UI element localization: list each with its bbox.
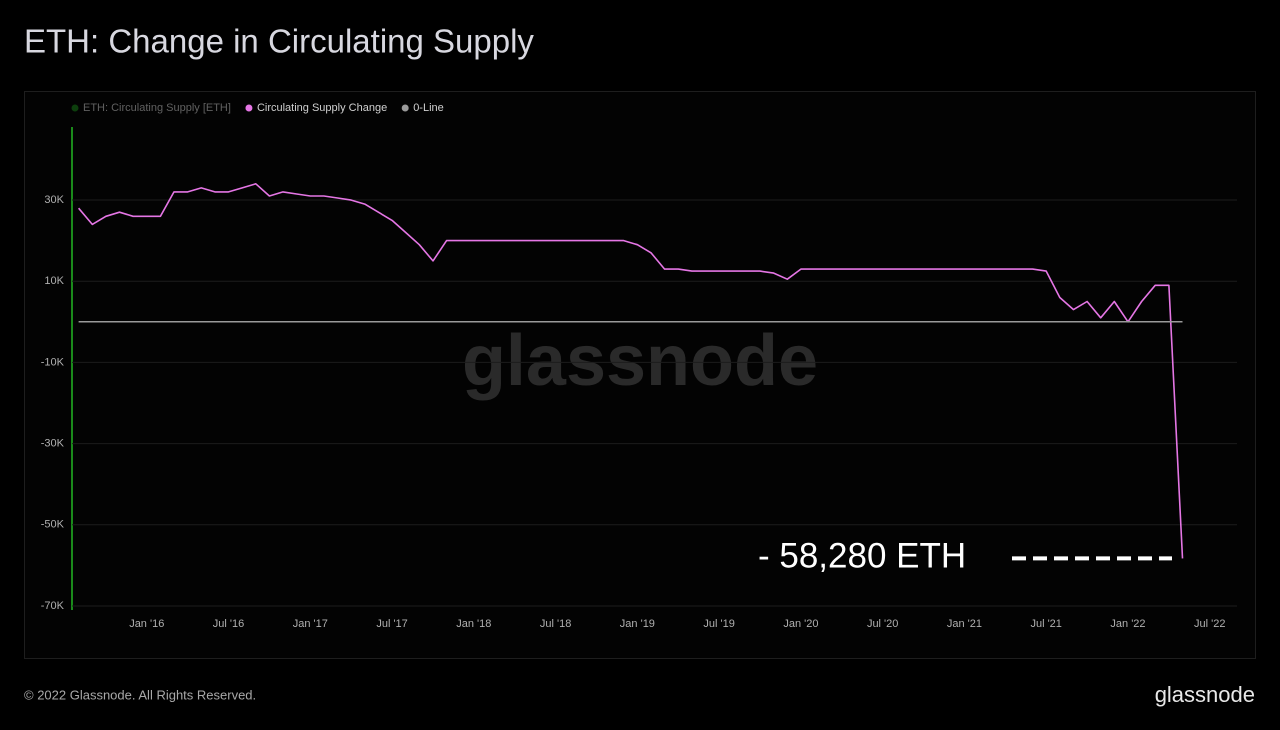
legend-label: Circulating Supply Change	[257, 102, 387, 114]
x-tick-label: Jan '22	[1110, 618, 1145, 630]
x-tick-label: Jul '20	[867, 618, 898, 630]
x-tick-label: Jan '17	[293, 618, 328, 630]
chart-frame	[24, 91, 1256, 659]
y-tick-label: 30K	[44, 194, 64, 206]
grid: -70K -50K -30K -10K 10K 30K Jan '16 Jul '16 Jan …	[41, 194, 1237, 630]
x-tick-label: Jan '18	[456, 618, 491, 630]
x-tick-label: Jan '16	[129, 618, 164, 630]
y-tick-label: -70K	[41, 600, 65, 612]
y-tick-label: -10K	[41, 356, 65, 368]
x-tick-label: Jul '19	[703, 618, 734, 630]
x-tick-label: Jul '21	[1030, 618, 1061, 630]
x-tick-label: Jul '18	[540, 618, 571, 630]
annotation: - 58,280 ETH	[758, 537, 966, 576]
x-tick-label: Jan '21	[947, 618, 982, 630]
x-tick-label: Jan '19	[620, 618, 655, 630]
chart-title: ETH: Change in Circulating Supply	[24, 23, 534, 60]
legend-label: 0-Line	[413, 102, 444, 114]
x-tick-label: Jul '22	[1194, 618, 1225, 630]
legend-label: ETH: Circulating Supply [ETH]	[83, 102, 231, 114]
footer: © 2022 Glassnode. All Rights Reserved.	[24, 687, 256, 702]
legend-marker	[401, 104, 409, 112]
legend-marker	[245, 104, 253, 112]
x-tick-label: Jul '16	[213, 618, 244, 630]
x-tick-label: Jan '20	[783, 618, 818, 630]
series-line	[77, 183, 1184, 559]
watermark: glassnode	[462, 321, 818, 401]
y-tick-label: -30K	[41, 437, 65, 449]
y-tick-label: 10K	[44, 275, 64, 287]
x-tick-label: Jul '17	[376, 618, 407, 630]
plot	[77, 183, 1184, 559]
logo: glassnode	[1155, 682, 1255, 707]
legend-marker	[71, 104, 79, 112]
y-tick-label: -50K	[41, 519, 65, 531]
